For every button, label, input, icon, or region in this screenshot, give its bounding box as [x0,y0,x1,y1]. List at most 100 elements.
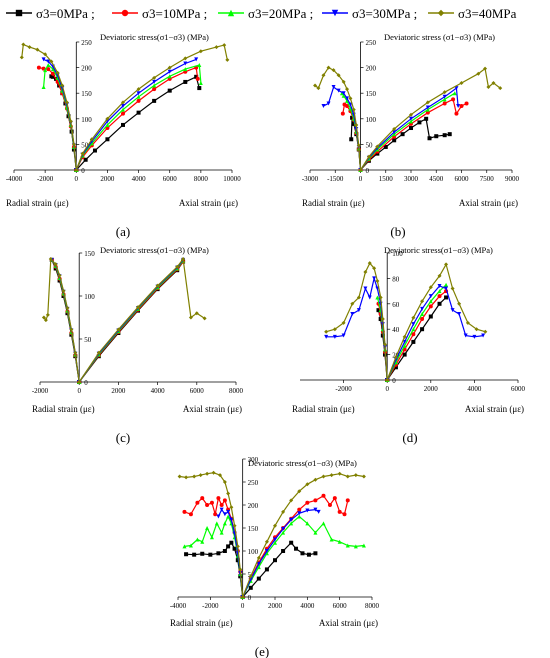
data-point [192,474,197,479]
data-point [155,283,160,288]
y-tick-label: 50 [84,336,92,344]
x-axis-label-radial: Radial strain (με) [32,404,95,414]
data-point [313,498,318,503]
data-point [341,79,346,84]
data-point [454,111,459,116]
x-tick-label: 0 [385,385,389,393]
data-point [264,549,269,553]
data-point [92,148,97,153]
data-point [297,507,302,512]
data-point [339,91,344,96]
series-line-axial [360,92,456,171]
y-tick-label: 250 [366,39,377,47]
data-point [428,304,433,309]
data-point [367,261,372,266]
x-tick-label: -2000 [32,387,49,395]
data-point [188,315,193,320]
data-point [313,530,318,535]
series-line-axial [78,257,205,383]
data-point [417,120,422,125]
chart-panel-e: -4000-2000020004000600080000501001502002… [170,456,380,658]
data-point [183,56,188,61]
data-point [378,295,383,300]
data-point [345,474,350,479]
data-point [182,544,187,549]
data-point [49,59,54,64]
data-point [444,262,449,267]
data-point [428,299,433,304]
data-point [332,496,337,501]
data-point [392,138,397,143]
data-point [188,512,193,517]
data-point [442,133,447,138]
data-point [392,130,397,135]
x-tick-label: 0 [241,602,245,610]
x-tick-label: 9000 [505,175,520,183]
data-point [205,471,210,476]
data-point [208,552,213,557]
x-axis-label-radial: Radial strain (με) [6,198,69,208]
x-tick-label: 4000 [151,387,166,395]
series-line-axial [386,285,484,381]
x-tick-label: 0 [359,175,363,183]
data-point [55,70,60,75]
data-point [152,98,157,103]
data-point [456,104,461,108]
chart-title: Deviatoric stress (σ1−σ3) (MPa) [384,32,495,42]
data-point [341,333,346,338]
data-point [375,151,380,156]
data-point [105,126,110,131]
data-point [289,498,294,503]
y-tick-label: 0 [248,594,252,602]
data-point [324,329,329,334]
data-point [96,350,101,355]
data-point [264,539,269,544]
data-point [152,79,157,84]
data-point [358,168,363,172]
x-tick-label: 7500 [480,175,495,183]
data-point [393,355,398,360]
data-point [289,517,294,522]
data-point [226,491,231,496]
data-point [121,104,125,108]
data-point [200,551,205,556]
data-point [428,314,433,319]
data-point [182,509,187,514]
y-tick-label: 300 [248,456,259,464]
data-point [437,294,442,299]
series-line-axial [75,64,202,171]
data-point [68,119,73,124]
y-tick-label: 0 [81,167,85,175]
data-point [273,523,277,528]
data-point [348,106,353,111]
panel-label: (b) [390,224,405,239]
data-point [116,327,121,332]
data-point [256,565,261,570]
data-point [136,91,141,96]
data-point [209,500,214,505]
data-point [385,378,390,382]
data-point [425,110,430,115]
data-point [177,474,182,479]
data-point [41,315,46,320]
data-point [216,514,221,519]
y-tick-label: 100 [366,116,377,124]
data-point [372,266,377,271]
data-point [198,473,203,478]
data-point [349,137,354,142]
x-axis-label-radial: Radial strain (με) [170,618,233,628]
data-point [297,489,302,494]
legend-marker [227,9,235,17]
data-point [452,91,457,96]
data-point [342,102,347,107]
data-point [222,521,227,526]
data-point [411,315,416,320]
data-point [105,116,110,121]
data-point [136,110,141,115]
data-point [425,100,430,105]
data-point [454,86,459,91]
data-point [214,45,219,50]
data-point [50,67,55,72]
data-point [121,100,125,105]
data-point [35,47,40,52]
